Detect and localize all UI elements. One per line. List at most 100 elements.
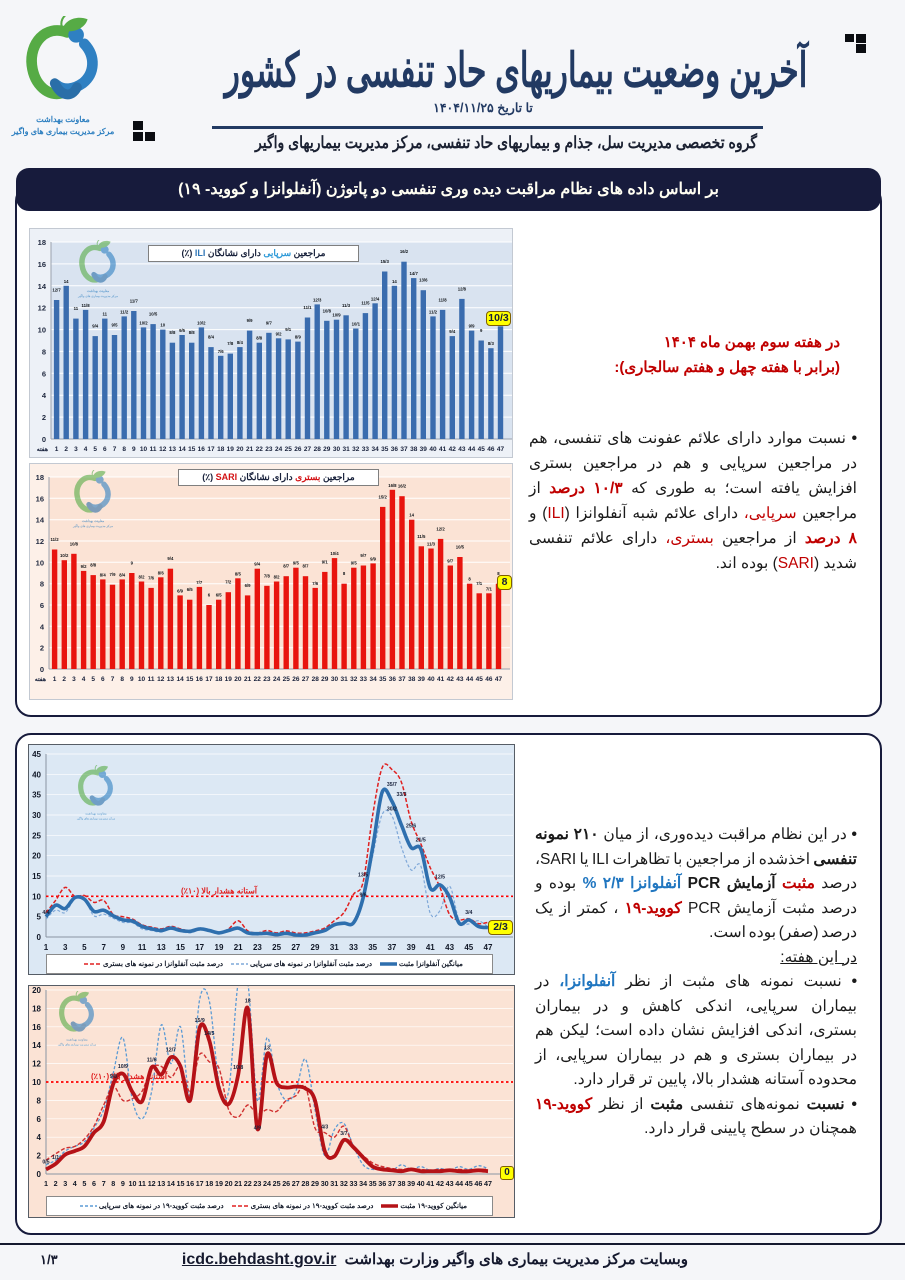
svg-text:13: 13 <box>157 943 166 952</box>
svg-text:14: 14 <box>32 1041 41 1050</box>
svg-text:11/6: 11/6 <box>147 1058 157 1064</box>
svg-text:35/7: 35/7 <box>387 782 397 788</box>
svg-text:15: 15 <box>177 1179 185 1188</box>
svg-text:10: 10 <box>129 1179 137 1188</box>
svg-text:42: 42 <box>447 676 455 683</box>
svg-text:4: 4 <box>40 622 45 631</box>
svg-text:4/4: 4/4 <box>42 910 49 916</box>
svg-text:5: 5 <box>37 913 42 922</box>
svg-text:16: 16 <box>186 1179 194 1188</box>
svg-text:25: 25 <box>272 943 281 952</box>
svg-text:12: 12 <box>157 676 165 683</box>
svg-text:1/1: 1/1 <box>52 1155 59 1161</box>
svg-text:41: 41 <box>426 943 435 952</box>
svg-text:8: 8 <box>122 446 126 453</box>
svg-text:7: 7 <box>101 943 106 952</box>
svg-text:8/8: 8/8 <box>90 563 97 568</box>
svg-text:15/9: 15/9 <box>195 1018 205 1024</box>
svg-text:مرکز مدیریت بیماری های واگیر: مرکز مدیریت بیماری های واگیر <box>76 816 116 820</box>
svg-text:12: 12 <box>36 537 44 546</box>
svg-text:16/8: 16/8 <box>388 483 397 488</box>
svg-text:12/7: 12/7 <box>52 288 61 293</box>
svg-text:11: 11 <box>150 446 157 453</box>
svg-text:46: 46 <box>485 676 493 683</box>
svg-text:7: 7 <box>102 1179 106 1188</box>
svg-text:33/3: 33/3 <box>396 792 406 798</box>
svg-text:16/2: 16/2 <box>400 249 409 254</box>
svg-text:10/5: 10/5 <box>149 312 158 317</box>
svg-text:8/4: 8/4 <box>100 572 107 577</box>
svg-text:36: 36 <box>378 1179 386 1188</box>
svg-text:9/5: 9/5 <box>179 328 186 333</box>
svg-text:18: 18 <box>36 473 44 482</box>
svg-text:33: 33 <box>362 446 370 453</box>
svg-text:7/7: 7/7 <box>196 580 203 585</box>
svg-text:1: 1 <box>53 676 57 683</box>
svg-text:28: 28 <box>314 446 322 453</box>
svg-text:7/9: 7/9 <box>110 572 117 577</box>
svg-text:9/7: 9/7 <box>447 559 454 564</box>
svg-text:21/5: 21/5 <box>416 837 426 843</box>
svg-text:10/4: 10/4 <box>330 551 339 556</box>
svg-text:37: 37 <box>387 943 396 952</box>
svg-text:25: 25 <box>283 676 291 683</box>
svg-text:29: 29 <box>323 446 331 453</box>
svg-text:29: 29 <box>311 943 320 952</box>
svg-text:36: 36 <box>389 676 397 683</box>
svg-text:44: 44 <box>466 676 474 683</box>
svg-text:21: 21 <box>234 1179 242 1188</box>
svg-text:مرکز مدیریت بیماری های واگیر: مرکز مدیریت بیماری های واگیر <box>57 1042 97 1046</box>
svg-text:9/4: 9/4 <box>167 556 174 561</box>
svg-text:39: 39 <box>420 446 428 453</box>
svg-text:31: 31 <box>342 446 350 453</box>
svg-text:17: 17 <box>207 446 215 453</box>
svg-text:5: 5 <box>91 676 95 683</box>
svg-text:16/2: 16/2 <box>398 484 407 489</box>
svg-text:10/9: 10/9 <box>118 1064 128 1070</box>
svg-text:43: 43 <box>458 446 466 453</box>
svg-text:35: 35 <box>369 1179 377 1188</box>
svg-text:18: 18 <box>205 1179 213 1188</box>
svg-text:30: 30 <box>321 1179 329 1188</box>
svg-text:32: 32 <box>340 1179 348 1188</box>
svg-text:13: 13 <box>169 446 177 453</box>
svg-text:26: 26 <box>292 676 300 683</box>
svg-text:18: 18 <box>32 1004 41 1013</box>
svg-text:25: 25 <box>285 446 293 453</box>
svg-text:19: 19 <box>215 943 224 952</box>
svg-text:14: 14 <box>36 516 45 525</box>
svg-text:24: 24 <box>275 446 283 453</box>
svg-text:0: 0 <box>42 435 46 444</box>
svg-text:9/7: 9/7 <box>266 320 273 325</box>
svg-text:47: 47 <box>484 1179 492 1188</box>
svg-text:8/7: 8/7 <box>303 564 310 569</box>
svg-text:8/8: 8/8 <box>189 330 196 335</box>
svg-text:29: 29 <box>311 1179 319 1188</box>
svg-text:3: 3 <box>63 943 68 952</box>
svg-text:11/8: 11/8 <box>439 297 448 302</box>
svg-text:4: 4 <box>42 391 47 400</box>
svg-text:6/9: 6/9 <box>177 588 184 593</box>
svg-text:35: 35 <box>379 676 387 683</box>
svg-text:11: 11 <box>148 676 155 683</box>
svg-text:34: 34 <box>359 1179 367 1188</box>
svg-text:39: 39 <box>418 676 426 683</box>
svg-text:4: 4 <box>84 446 88 453</box>
svg-text:2: 2 <box>64 446 68 453</box>
svg-text:9: 9 <box>130 676 134 683</box>
svg-text:33: 33 <box>350 1179 358 1188</box>
svg-text:20: 20 <box>236 446 244 453</box>
svg-text:7/8: 7/8 <box>264 573 271 578</box>
svg-text:47: 47 <box>484 943 493 952</box>
svg-text:10/8: 10/8 <box>233 1065 243 1071</box>
svg-text:26: 26 <box>294 446 302 453</box>
svg-text:13: 13 <box>264 1046 270 1052</box>
svg-text:28: 28 <box>301 1179 309 1188</box>
svg-text:5: 5 <box>82 943 87 952</box>
svg-text:مرکز مدیریت بیماری های واگیر: مرکز مدیریت بیماری های واگیر <box>72 524 113 528</box>
svg-text:19: 19 <box>227 446 235 453</box>
svg-text:5: 5 <box>82 1179 86 1188</box>
svg-text:7/1: 7/1 <box>476 581 483 586</box>
svg-text:27: 27 <box>291 943 300 952</box>
svg-text:25: 25 <box>273 1179 281 1188</box>
